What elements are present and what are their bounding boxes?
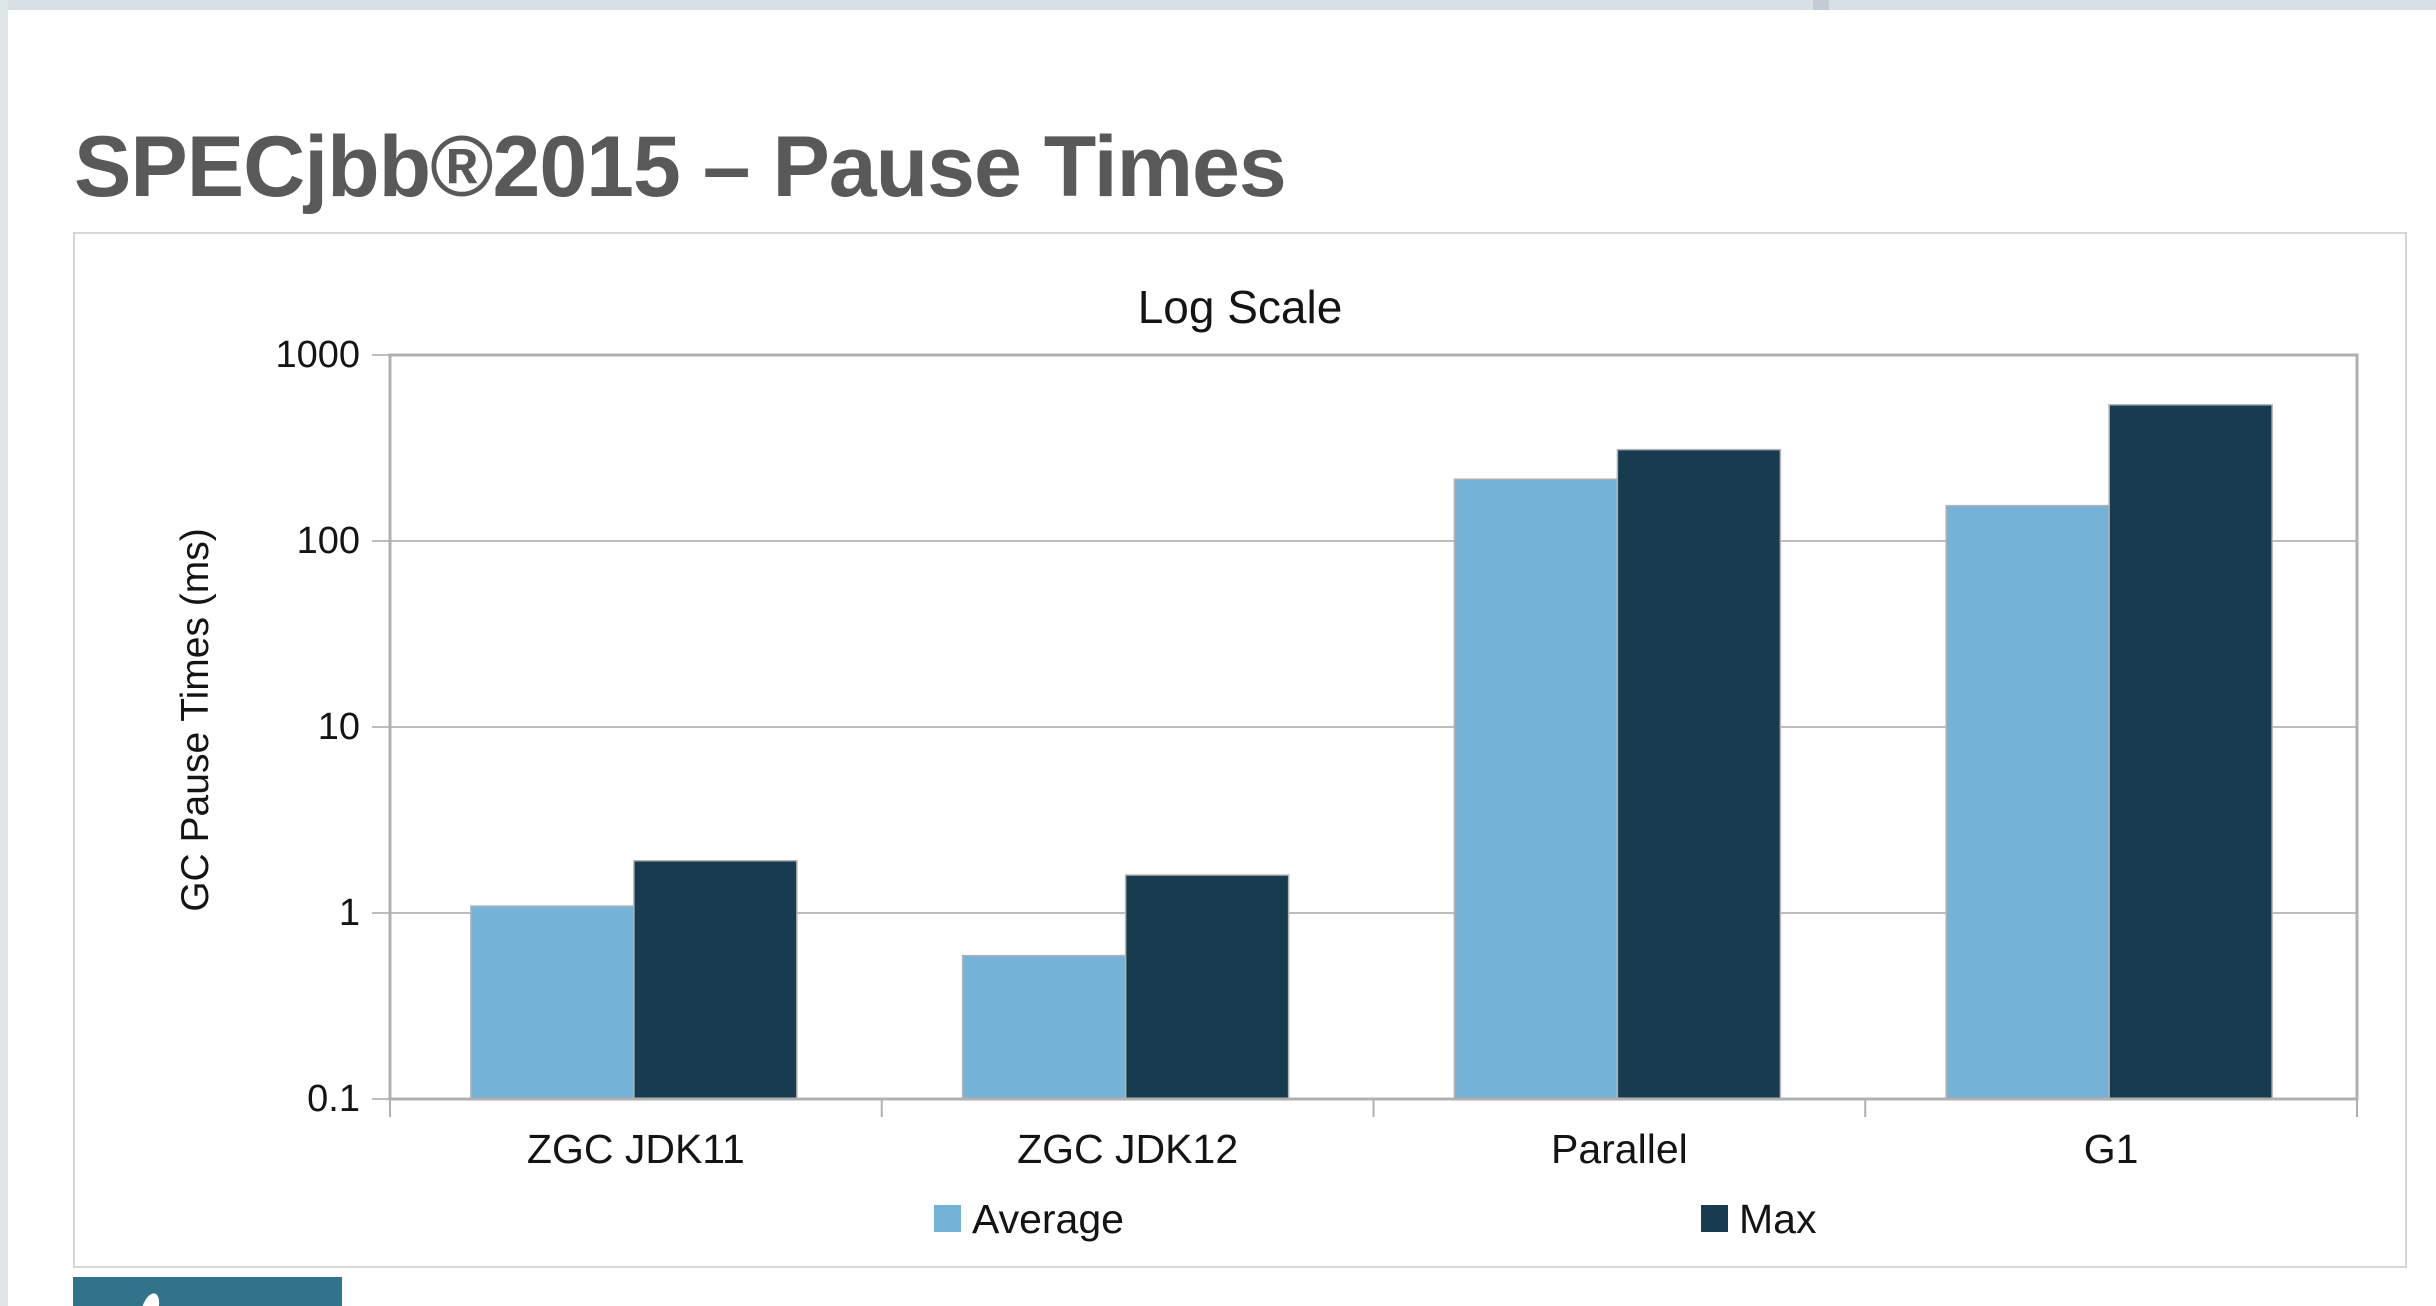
bar-max-parallel (1616, 448, 1782, 1100)
bar-max-g1 (2108, 404, 2273, 1100)
bar-max-zgc-jdk12 (1124, 874, 1290, 1100)
bar-average-zgc-jdk11 (470, 905, 635, 1100)
bar-average-zgc-jdk12 (961, 954, 1127, 1100)
bar-average-parallel (1453, 478, 1619, 1100)
logo-badge (73, 1277, 342, 1306)
bar-max-zgc-jdk11 (633, 859, 798, 1100)
top-strip-notch (1813, 0, 1829, 10)
top-strip (0, 0, 2436, 10)
left-strip (0, 0, 8, 1306)
logo-mark-icon (139, 1291, 163, 1306)
slide-title: SPECjbb®2015 – Pause Times (74, 119, 1287, 215)
bar-average-g1 (1945, 504, 2110, 1100)
